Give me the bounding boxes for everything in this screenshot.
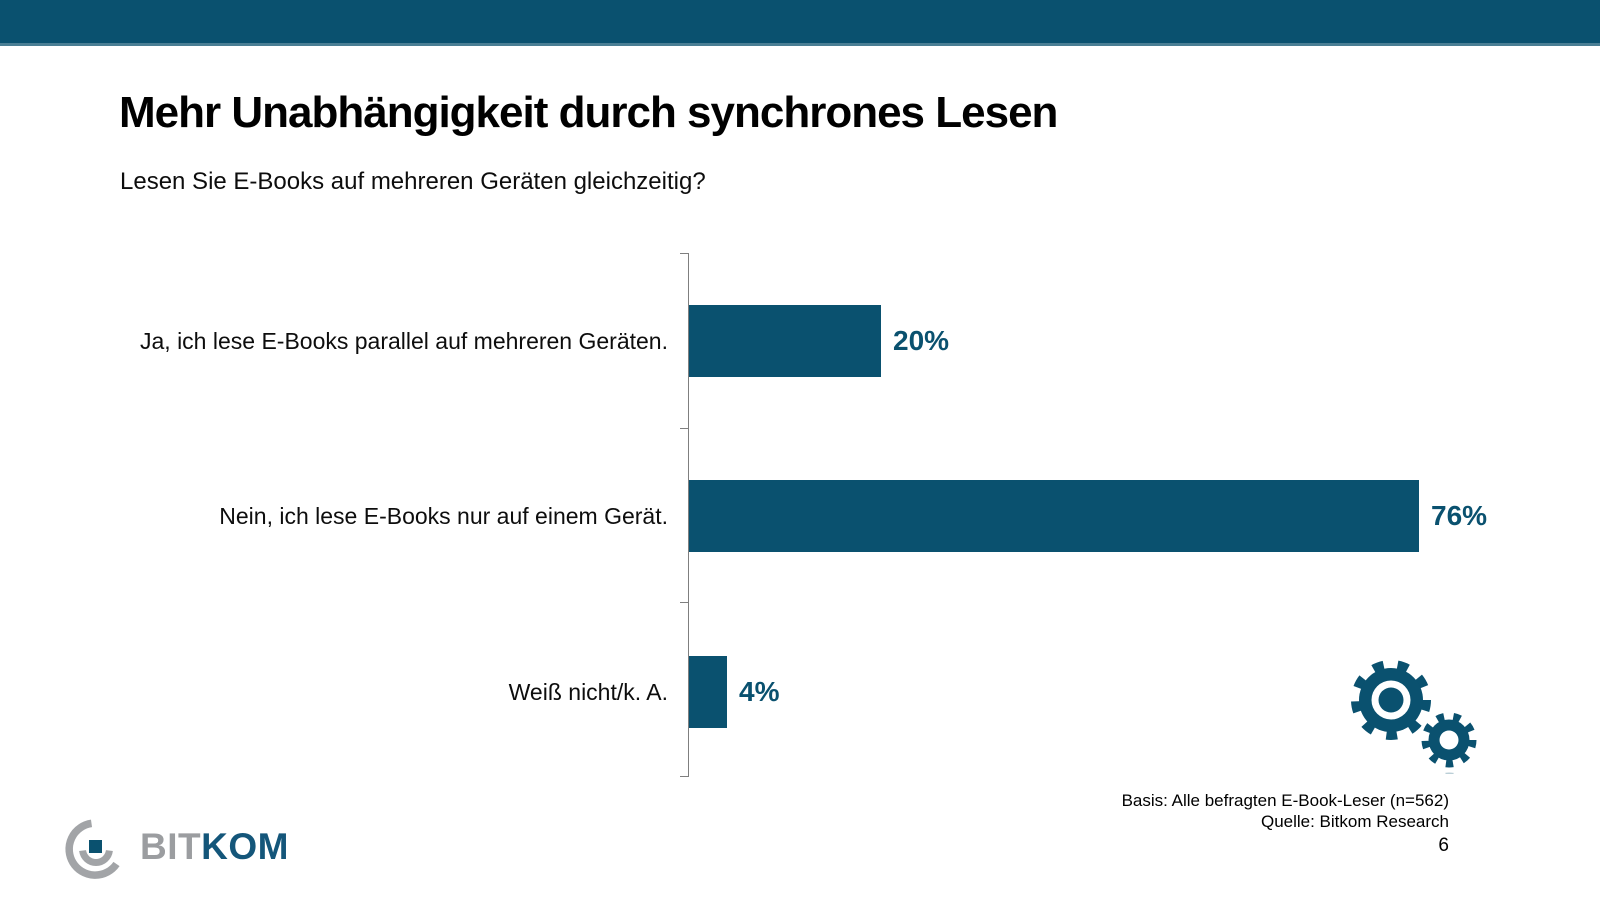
y-axis-line xyxy=(688,253,689,777)
axis-tick xyxy=(680,428,689,429)
chart-question: Lesen Sie E-Books auf mehreren Geräten g… xyxy=(120,168,706,195)
page-number: 6 xyxy=(1438,835,1449,856)
axis-tick xyxy=(680,776,689,777)
bitkom-logo: BITKOM xyxy=(58,798,289,882)
footer-source: Quelle: Bitkom Research xyxy=(1260,812,1449,831)
bitkom-logo-icon xyxy=(65,819,120,879)
logo-text-bit: BIT xyxy=(140,826,202,867)
slide-title: Mehr Unabhängigkeit durch synchrones Les… xyxy=(119,88,1058,137)
gears-icon xyxy=(1312,648,1492,878)
bar-row: Weiß nicht/k. A. 4% xyxy=(0,656,1600,728)
bitkom-logo-text: BITKOM xyxy=(140,826,289,868)
category-label: Ja, ich lese E-Books parallel auf mehrer… xyxy=(140,327,668,354)
bar-track: 4% xyxy=(689,656,779,728)
header-bar xyxy=(0,0,1600,46)
bar-track: 76% xyxy=(689,480,1487,552)
bar xyxy=(689,480,1419,552)
axis-tick xyxy=(680,253,689,254)
footer-note: Basis: Alle befragten E-Book-Leser (n=56… xyxy=(1122,790,1449,832)
bar-row: Nein, ich lese E-Books nur auf einem Ger… xyxy=(0,480,1600,552)
value-label: 76% xyxy=(1431,500,1488,531)
logo-text-kom: KOM xyxy=(201,826,289,867)
bar xyxy=(689,305,881,377)
value-label: 20% xyxy=(893,325,950,356)
footer-basis: Basis: Alle befragten E-Book-Leser (n=56… xyxy=(1121,791,1449,810)
bar-row: Ja, ich lese E-Books parallel auf mehrer… xyxy=(0,305,1600,377)
category-label: Weiß nicht/k. A. xyxy=(508,678,668,705)
axis-tick xyxy=(680,602,689,603)
bar xyxy=(689,656,727,728)
value-label: 4% xyxy=(739,676,780,707)
category-label: Nein, ich lese E-Books nur auf einem Ger… xyxy=(219,502,668,529)
bar-track: 20% xyxy=(689,305,949,377)
